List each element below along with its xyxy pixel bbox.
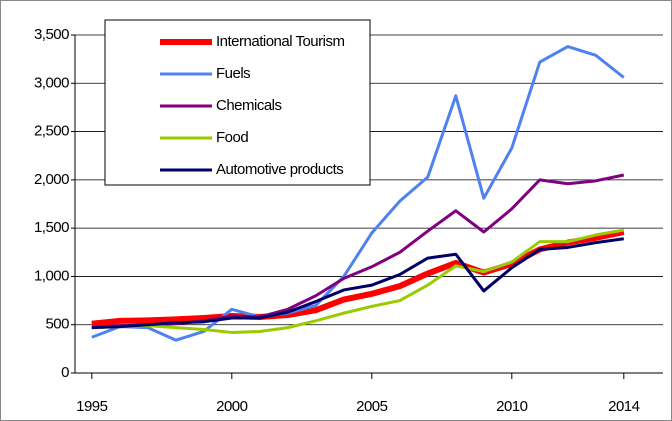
y-tick-label: 1,000 bbox=[34, 267, 69, 284]
y-tick-label: 3,500 bbox=[34, 26, 69, 43]
x-tick-label: 1995 bbox=[76, 398, 108, 415]
x-tick-label: 2000 bbox=[216, 398, 248, 415]
series-line bbox=[91, 228, 625, 334]
x-tick-label: 2014 bbox=[608, 398, 640, 415]
legend-label: Food bbox=[216, 129, 248, 146]
legend-label: Automotive products bbox=[216, 161, 343, 178]
legend-label: Fuels bbox=[216, 65, 250, 82]
legend-label: Chemicals bbox=[216, 97, 282, 114]
y-tick-label: 1,500 bbox=[34, 219, 69, 236]
series-line bbox=[91, 237, 625, 330]
x-tick-label: 2005 bbox=[356, 398, 388, 415]
legend-box bbox=[104, 19, 371, 186]
x-tick-label: 2010 bbox=[496, 398, 528, 415]
y-tick-label: 2,000 bbox=[34, 171, 69, 188]
y-tick-label: 3,000 bbox=[34, 74, 69, 91]
y-tick-label: 500 bbox=[45, 316, 69, 333]
legend-label: International Tourism bbox=[216, 33, 344, 50]
y-tick-label: 0 bbox=[61, 364, 69, 381]
series-line bbox=[91, 45, 625, 342]
y-tick-label: 2,500 bbox=[34, 123, 69, 140]
